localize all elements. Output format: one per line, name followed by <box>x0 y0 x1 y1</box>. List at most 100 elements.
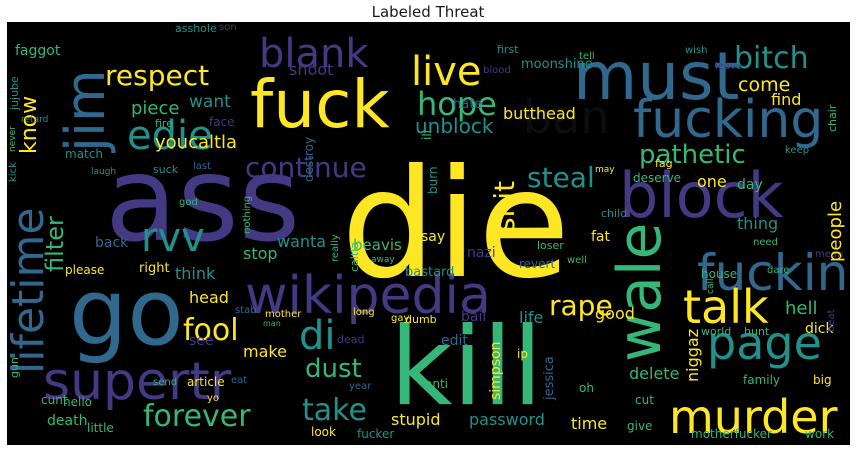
cloud-word: keep <box>785 145 810 156</box>
cloud-word: deserve <box>633 171 682 185</box>
cloud-word: leave <box>715 61 743 72</box>
cloud-word: bail <box>461 309 487 325</box>
cloud-word: fire <box>155 117 173 130</box>
cloud-word: pathetic <box>639 140 746 170</box>
cloud-word: faggot <box>15 43 61 59</box>
cloud-word: tell <box>579 51 595 62</box>
cloud-word: find <box>771 90 802 109</box>
cloud-word: ass <box>105 130 301 268</box>
cloud-word: unblock <box>415 114 494 138</box>
cloud-word: people <box>825 200 846 262</box>
cloud-word: little <box>87 421 114 435</box>
cloud-word: face <box>209 115 235 129</box>
cloud-word: call <box>706 278 716 294</box>
cloud-word: jujube <box>8 76 21 110</box>
cloud-word: oh <box>579 381 594 395</box>
cloud-word: wikipedia <box>245 266 491 326</box>
cloud-word: hope <box>417 85 497 123</box>
cloud-word: dare <box>767 265 790 276</box>
cloud-word: right <box>139 261 170 276</box>
cloud-word: last <box>193 161 212 172</box>
cloud-word: good <box>595 304 635 323</box>
cloud-word: dick <box>805 321 834 337</box>
cloud-word: well <box>567 255 587 266</box>
cloud-word: bitch <box>734 41 809 76</box>
cloud-word: son <box>219 22 237 33</box>
cloud-word: mean <box>815 249 844 260</box>
cloud-word: respect <box>105 59 210 92</box>
cloud-word: family <box>743 373 781 387</box>
cloud-word: say <box>421 229 446 245</box>
cloud-word: jessica <box>542 356 557 400</box>
cloud-word: suck <box>153 163 179 176</box>
cloud-word: edie <box>127 113 213 159</box>
cloud-word: destroy <box>302 136 316 182</box>
cloud-word: block <box>619 159 784 232</box>
cloud-word: murder <box>669 390 838 444</box>
cloud-word: chair <box>826 104 839 132</box>
cloud-word: dead <box>337 333 365 346</box>
cloud-word: niggaz <box>683 328 702 382</box>
cloud-word: anti <box>425 377 448 391</box>
cloud-word: live <box>411 49 482 95</box>
cloud-word: jim <box>54 69 117 152</box>
cloud-word: big <box>813 373 832 387</box>
cloud-word: dust <box>305 354 362 384</box>
cloud-word: come <box>738 74 791 96</box>
cloud-word: time <box>571 414 608 433</box>
cloud-word: loser <box>537 239 564 252</box>
cloud-word: continue <box>245 151 367 184</box>
cloud-word: forever <box>143 399 251 434</box>
cloud-word: man <box>263 319 281 328</box>
cloud-word: dumb <box>405 313 437 326</box>
cloud-word: life <box>519 308 544 327</box>
cloud-word: eat <box>231 375 248 386</box>
cloud-word: ban <box>523 90 610 144</box>
cloud-word: motherfucker <box>691 427 772 441</box>
cloud-word: day <box>737 177 763 193</box>
cloud-word: stupid <box>391 410 441 429</box>
cloud-word: fool <box>183 313 239 348</box>
cloud-word: cut <box>635 393 654 407</box>
cloud-word: thing <box>737 214 779 233</box>
cloud-word: first <box>497 43 519 56</box>
cloud-word: beat <box>826 309 837 332</box>
cloud-word: kill <box>390 305 543 430</box>
cloud-word: fucker <box>357 427 395 441</box>
cloud-word: wanta <box>277 232 327 251</box>
cloud-word: cunt <box>41 393 68 407</box>
cloud-word: fucking <box>633 90 824 150</box>
cloud-word: back <box>95 235 129 251</box>
cloud-word: child <box>601 207 628 220</box>
cloud-word: shoot <box>289 60 334 79</box>
cloud-word: send <box>153 377 178 388</box>
cloud-word: year <box>349 381 372 392</box>
cloud-word: hell <box>785 298 818 319</box>
cloud-word: rvv <box>141 215 205 261</box>
cloud-word: head <box>189 288 229 307</box>
cloud-word: bastard <box>405 265 455 280</box>
cloud-word: one <box>697 172 727 191</box>
cloud-word: wale <box>605 222 675 362</box>
cloud-word: death <box>47 413 88 429</box>
cloud-word: stop <box>243 244 278 263</box>
cloud-word: long <box>353 307 375 318</box>
cloud-word: see <box>189 333 214 349</box>
cloud-word: yo <box>207 393 220 404</box>
cloud-word: delete <box>629 364 680 383</box>
cloud-word: nazi <box>467 245 496 261</box>
cloud-word: give <box>627 419 653 433</box>
cloud-word: stab <box>235 305 257 316</box>
cloud-word: simpson <box>488 341 504 400</box>
cloud-word: make <box>243 342 287 361</box>
cloud-word: blood <box>483 65 511 76</box>
cloud-word: away <box>371 255 395 265</box>
cloud-word: ill <box>420 129 434 140</box>
cloud-word: fuckin <box>697 244 849 302</box>
cloud-word: match <box>65 147 103 161</box>
cloud-word: fag <box>655 157 673 170</box>
cloud-word: may <box>595 165 615 175</box>
cloud-word: retard <box>21 115 49 125</box>
cloud-word: need <box>753 237 778 248</box>
cloud-word: die <box>341 138 571 312</box>
